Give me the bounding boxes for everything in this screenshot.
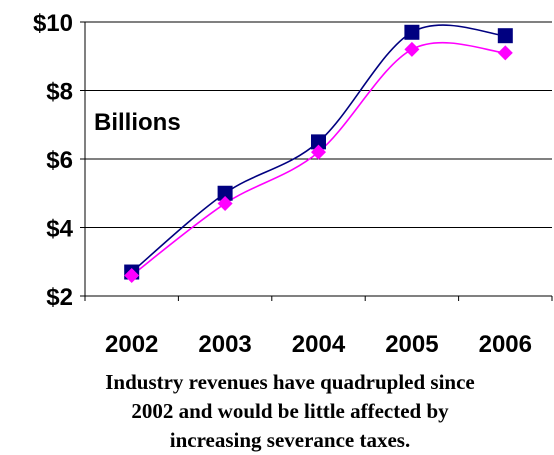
y-tick-label: $4: [46, 216, 73, 243]
series-2-point: [404, 41, 420, 57]
x-tick-label: 2003: [198, 331, 251, 358]
caption-line-1: Industry revenues have quadrupled since: [105, 370, 475, 394]
series-1-point: [311, 134, 326, 150]
series-1-point: [404, 24, 420, 40]
chart-caption: Industry revenues have quadrupled since …: [40, 368, 540, 455]
series-lines: [124, 24, 513, 283]
x-tick-label: 2004: [292, 331, 346, 358]
y-tick-label: $10: [33, 10, 73, 37]
y-tick-label: $2: [46, 284, 73, 311]
axes: [80, 21, 553, 301]
y-tick-label: $8: [46, 79, 73, 106]
caption-line-3: increasing severance taxes.: [169, 428, 411, 452]
series-2-point: [311, 144, 326, 160]
y-tick-label: $6: [46, 147, 73, 174]
x-tick-label: 2005: [385, 331, 438, 358]
x-tick-label: 2006: [479, 331, 532, 358]
y-tick-labels: $2 $4 $6 $8 $10: [33, 10, 74, 311]
x-tick-label: 2002: [105, 331, 158, 358]
x-tick-labels: 2002 2003 2004 2005 2006: [105, 331, 532, 358]
units-annotation: Billions: [94, 109, 181, 136]
caption-line-2: 2002 and would be little affected by: [131, 399, 449, 423]
series-2-point: [217, 196, 233, 212]
series-2-point: [124, 267, 140, 283]
grid-lines: [85, 21, 552, 228]
series-1-point: [497, 28, 513, 44]
series-1-point: [217, 185, 233, 201]
series-2-point: [497, 45, 513, 61]
